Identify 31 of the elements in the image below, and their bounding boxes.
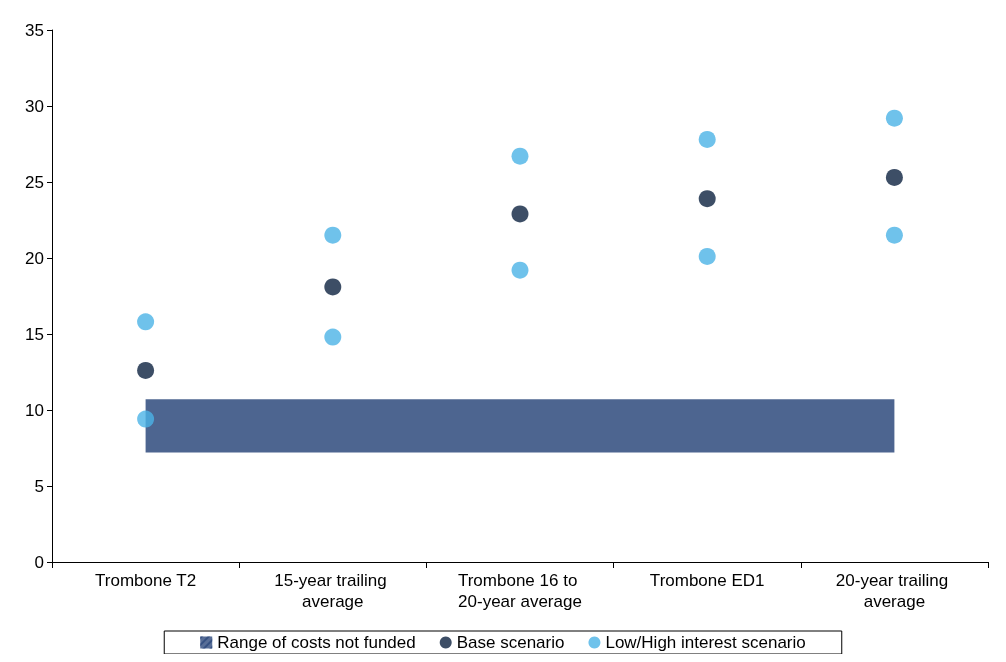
point — [511, 205, 529, 223]
point — [885, 109, 903, 127]
legend-label: Range of costs not funded — [217, 633, 416, 652]
y-tick-label: 0 — [34, 552, 44, 572]
x-tick-label: 20-year trailing average — [835, 571, 953, 611]
x-tick-label: 15-year trailing average — [274, 571, 392, 611]
point — [324, 328, 342, 346]
point — [698, 247, 716, 265]
point — [511, 147, 529, 165]
point — [137, 410, 155, 428]
point — [885, 168, 903, 186]
legend-label: Low/High interest scenario — [605, 633, 806, 652]
y-tick-label: 20 — [25, 248, 44, 268]
y-tick-label: 15 — [25, 324, 44, 344]
x-tick-label: Trombone ED1 — [649, 571, 765, 590]
point — [324, 226, 342, 244]
point — [324, 278, 342, 296]
y-tick-label: 10 — [25, 400, 44, 420]
point — [885, 226, 903, 244]
x-tick-label: Trombone 16 to 20-year average — [457, 571, 583, 611]
y-tick-label: 5 — [34, 476, 44, 496]
x-tick-label: Trombone T2 — [95, 571, 197, 590]
point — [511, 261, 529, 279]
point — [137, 313, 155, 331]
point — [698, 130, 716, 148]
y-tick-label: 25 — [25, 172, 44, 192]
legend-label: Base scenario — [456, 633, 565, 652]
point — [698, 190, 716, 208]
point — [137, 361, 155, 379]
y-tick-label: 30 — [25, 96, 44, 116]
y-tick-label: 35 — [25, 20, 44, 40]
